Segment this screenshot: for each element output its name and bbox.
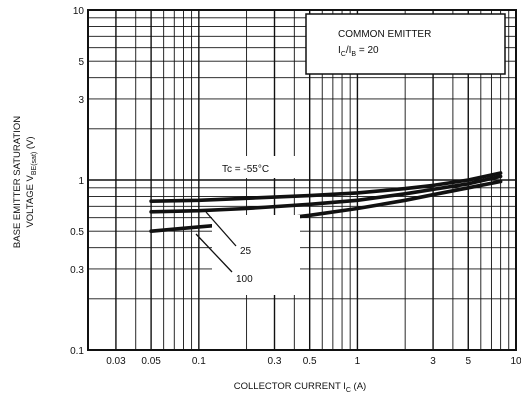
y-axis-title: BASE EMITTER SATURATION VOLTAGE VBE(sat)…	[12, 116, 38, 248]
conditions-line2: IC/IB = 20	[338, 45, 379, 58]
conditions-ic-letter: I	[338, 45, 341, 56]
x-tick-label: 0.1	[192, 356, 206, 367]
y-axis-title-line2: VOLTAGE VBE(sat) (V)	[25, 136, 38, 227]
conditions-box-frame	[305, 13, 506, 75]
y-tick-label: 0.3	[70, 265, 84, 276]
series-line-0	[149, 171, 503, 203]
x-tick-label: 0.05	[141, 356, 161, 367]
x-axis-title-suffix: (A)	[351, 381, 366, 392]
leader-line-25	[205, 211, 237, 247]
tick-labels: 0.03 0.05 0.1 0.3 0.5 1 3 5 10 0.1 0.3 0.5 1 3 5 10	[70, 6, 521, 367]
y-axis-title-line2-suffix: (V)	[25, 136, 36, 151]
x-tick-label: 5	[465, 356, 471, 367]
conditions-ratio: = 20	[356, 45, 379, 56]
callout-bg	[212, 215, 300, 295]
y-axis-title-line1: BASE EMITTER SATURATION	[12, 116, 23, 248]
x-tick-label: 0.03	[106, 356, 126, 367]
x-tick-label: 0.5	[303, 356, 317, 367]
x-tick-label: 0.3	[268, 356, 282, 367]
x-tick-label: 3	[430, 356, 436, 367]
conditions-ic-sub: C	[341, 51, 346, 58]
y-tick-label: 10	[73, 6, 85, 17]
x-tick-label: 1	[355, 356, 361, 367]
x-tick-label: 10	[510, 356, 521, 367]
conditions-line1: COMMON EMITTER	[338, 29, 431, 40]
plot-frame-rect	[87, 9, 517, 351]
series-line-1	[149, 174, 503, 214]
plot-frame	[87, 9, 517, 351]
x-axis-title: COLLECTOR CURRENT IC (A)	[234, 381, 366, 394]
y-tick-label: 1	[78, 176, 84, 187]
conditions-box: COMMON EMITTER IC/IB = 20	[305, 13, 506, 75]
series-annotations: Tc = -55°C 25 100	[195, 156, 302, 295]
leader-line-100	[195, 233, 233, 273]
tc-label: Tc = -55°C	[222, 164, 269, 175]
y-tick-label: 5	[78, 57, 84, 68]
series-label-25: 25	[240, 246, 252, 257]
conditions-ib-letter: /I	[346, 45, 352, 56]
tc-label-bg	[218, 156, 302, 178]
series-group	[149, 171, 503, 233]
y-tick-label: 3	[78, 95, 84, 106]
conditions-ib-sub: B	[351, 51, 356, 58]
tc-label-prefix: Tc =	[222, 164, 243, 175]
tc-label-value: -55°C	[243, 164, 269, 175]
y-axis-title-line2-sub: BE(sat)	[31, 152, 38, 175]
x-axis-title-text: COLLECTOR CURRENT I	[234, 381, 346, 392]
series-label-100: 100	[236, 274, 253, 285]
y-tick-label: 0.1	[70, 346, 84, 357]
x-axis-title-sub: C	[346, 387, 351, 394]
y-axis-title-line2-text: VOLTAGE V	[25, 174, 36, 227]
y-tick-label: 0.5	[70, 227, 84, 238]
